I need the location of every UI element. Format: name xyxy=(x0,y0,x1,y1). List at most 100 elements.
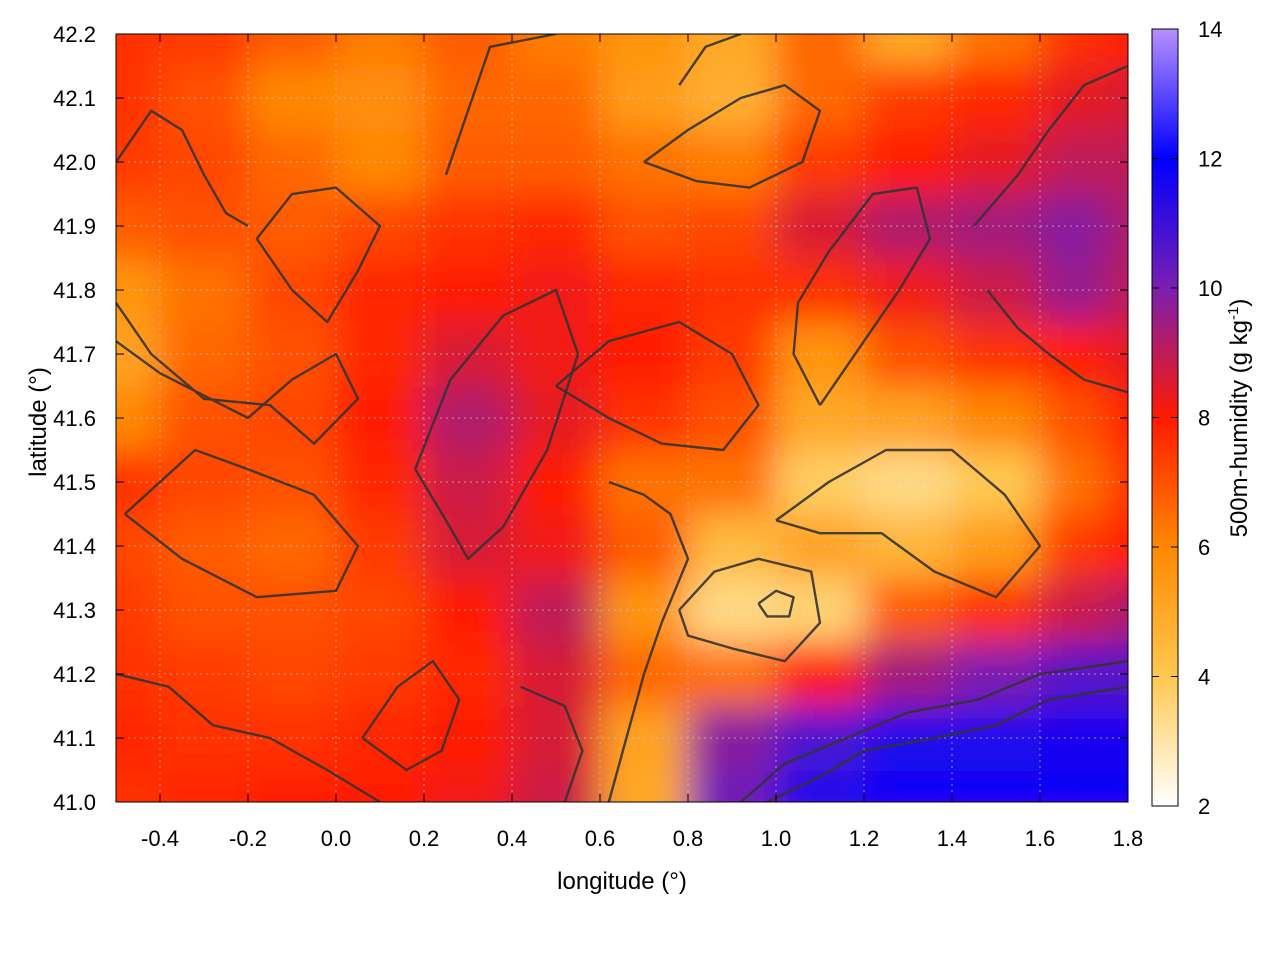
y-tick-label: 41.3 xyxy=(53,598,96,623)
colorbar-tick-label: 4 xyxy=(1198,665,1210,690)
heatmap-cell xyxy=(1040,194,1107,259)
heatmap-cell xyxy=(248,66,337,131)
heatmap-cell xyxy=(424,258,513,323)
heatmap-cell xyxy=(688,642,777,707)
heatmap-cell xyxy=(952,706,1041,771)
y-tick-label: 42.2 xyxy=(53,22,96,47)
y-tick-label: 42.1 xyxy=(53,86,96,111)
colorbar-title-sup: -1 xyxy=(1225,307,1242,320)
heatmap-cell xyxy=(512,642,601,707)
heatmap-cell xyxy=(512,66,601,131)
heatmap-cell xyxy=(688,450,777,515)
heatmap-cell xyxy=(160,514,249,579)
heatmap-cell xyxy=(776,258,865,323)
heatmap-cell xyxy=(776,322,865,387)
heatmap-cell xyxy=(952,514,1041,579)
colorbar-title: 500m-humidity (g kg-1) xyxy=(1225,299,1253,538)
contour-lines xyxy=(116,34,1128,802)
contour-line xyxy=(643,84,822,189)
heatmap-cell xyxy=(600,770,689,802)
x-axis: -0.4 -0.2 0.0 0.2 0.4 0.6 0.8 1.0 1.2 1.4 1.6 1.8 xyxy=(141,34,1143,851)
heatmap-cell xyxy=(512,450,601,515)
heatmap-cell xyxy=(512,770,601,802)
contour-line xyxy=(740,660,1128,802)
heatmap-cell xyxy=(424,642,513,707)
heatmap-cell xyxy=(1106,706,1128,771)
heatmap-cell xyxy=(248,642,337,707)
heatmap-cell xyxy=(1106,386,1128,451)
heatmap-cell xyxy=(952,322,1041,387)
x-axis-title: longitude (°) xyxy=(557,868,687,895)
heatmap-cell xyxy=(776,34,865,67)
heatmap-cell xyxy=(1106,514,1128,579)
heatmap-cell xyxy=(160,706,249,771)
heatmap-cell xyxy=(160,34,249,67)
heatmap-cell xyxy=(248,578,337,643)
heatmap-cell xyxy=(776,386,865,451)
humidity-field xyxy=(116,34,1128,802)
heatmap-cell xyxy=(952,258,1041,323)
colorbar-title-text: 500m-humidity (g kg xyxy=(1226,320,1253,537)
heatmap-cell xyxy=(864,34,953,67)
y-tick-label: 41.7 xyxy=(53,342,96,367)
heatmap-cell xyxy=(864,770,953,802)
y-tick-label: 41.2 xyxy=(53,662,96,687)
x-tick-label: 1.8 xyxy=(1113,826,1144,851)
heatmap-cell xyxy=(336,34,425,67)
heatmap-cell xyxy=(248,706,337,771)
colorbar-tick-label: 2 xyxy=(1198,794,1210,819)
heatmap-cell xyxy=(1040,386,1107,451)
heatmap-cell xyxy=(248,322,337,387)
contour-line xyxy=(414,288,580,560)
heatmap-cell xyxy=(424,130,513,195)
heatmap-cell xyxy=(512,706,601,771)
heatmap-cell xyxy=(1040,578,1107,643)
heatmap-cell xyxy=(424,770,513,802)
heatmap-cell xyxy=(424,322,513,387)
heatmap-cell xyxy=(248,770,337,802)
x-tick-label: 1.0 xyxy=(761,826,792,851)
contour-line xyxy=(116,109,249,228)
heatmap-cell xyxy=(160,322,249,387)
heatmap-cell xyxy=(952,66,1041,131)
heatmap-cell xyxy=(160,194,249,259)
heatmap-cell xyxy=(512,194,601,259)
heatmap-cell xyxy=(248,130,337,195)
contour-line xyxy=(123,448,360,599)
heatmap-cell xyxy=(116,770,161,802)
y-tick-label: 41.8 xyxy=(53,278,96,303)
heatmap-cell xyxy=(1040,34,1107,67)
heatmap-cell xyxy=(424,450,513,515)
contour-line xyxy=(255,186,382,324)
contour-line xyxy=(116,672,381,802)
heatmap-cell xyxy=(776,66,865,131)
heatmap-cell xyxy=(1040,514,1107,579)
colorbar-ticks: 2 4 6 8 10 12 14 xyxy=(1152,17,1222,819)
heatmap-cell xyxy=(688,770,777,802)
heatmap-cell xyxy=(424,386,513,451)
colorbar-tick-label: 10 xyxy=(1198,276,1222,301)
heatmap-cell xyxy=(1040,450,1107,515)
y-axis-title: latitude (°) xyxy=(25,367,52,477)
heatmap-cell xyxy=(1106,578,1128,643)
contour-line xyxy=(555,320,760,452)
colorbar-title-end: ) xyxy=(1226,299,1253,307)
colorbar-tick-label: 8 xyxy=(1198,406,1210,431)
heatmap-cell xyxy=(776,642,865,707)
heatmap-cell xyxy=(160,450,249,515)
heatmap-cell xyxy=(1040,130,1107,195)
heatmap-cell xyxy=(688,514,777,579)
contour-line xyxy=(444,34,557,176)
heatmap-cell xyxy=(424,194,513,259)
x-tick-label: -0.4 xyxy=(141,826,179,851)
heatmap-cell xyxy=(248,514,337,579)
contour-line xyxy=(678,34,742,86)
x-tick-label: -0.2 xyxy=(229,826,267,851)
x-tick-label: 0.8 xyxy=(673,826,704,851)
y-tick-label: 41.0 xyxy=(53,790,96,815)
heatmap-cell xyxy=(952,578,1041,643)
heatmap-cell xyxy=(688,258,777,323)
heatmap-cell xyxy=(688,386,777,451)
heatmap-cell xyxy=(1106,322,1128,387)
